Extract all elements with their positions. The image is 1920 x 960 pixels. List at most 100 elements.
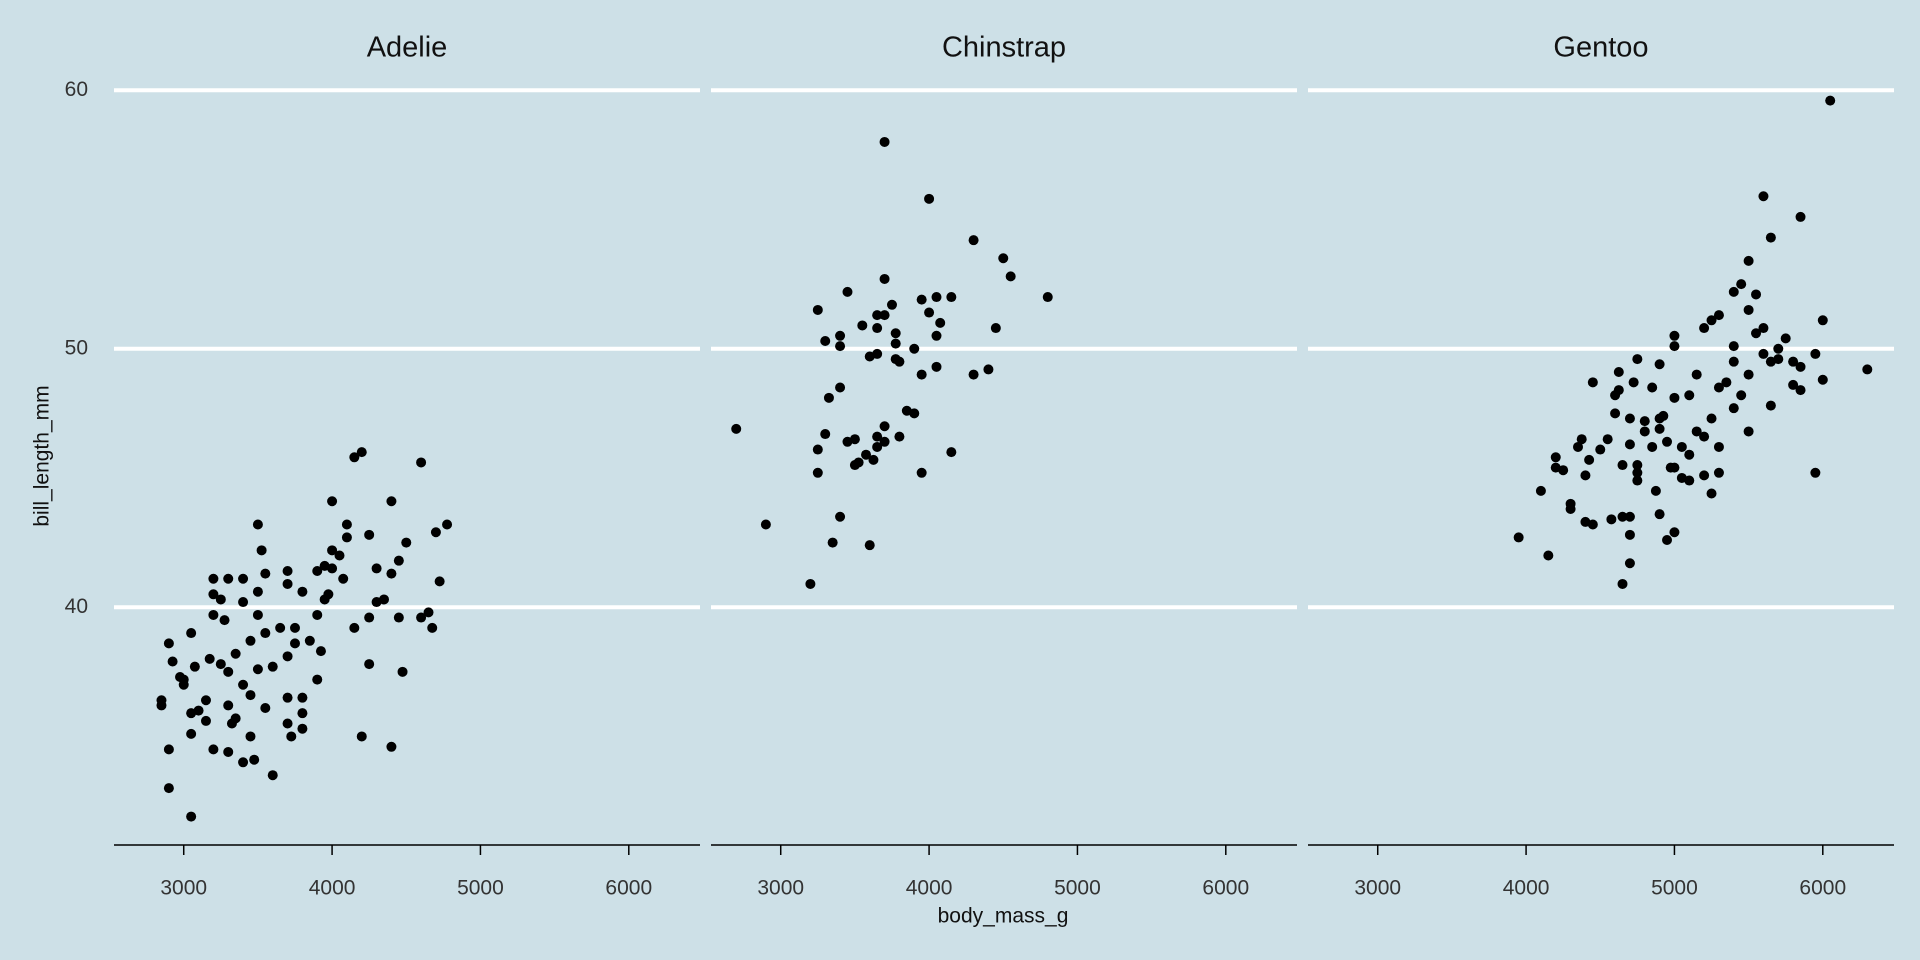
- point: [968, 235, 979, 246]
- point: [1758, 348, 1769, 359]
- point: [427, 622, 438, 633]
- point: [872, 431, 883, 442]
- point: [835, 330, 846, 341]
- point: [275, 622, 286, 633]
- point: [1713, 310, 1724, 321]
- point: [1728, 286, 1739, 297]
- point: [1662, 436, 1673, 447]
- point: [1558, 465, 1569, 476]
- point: [1706, 413, 1717, 424]
- point: [364, 612, 375, 623]
- point: [890, 338, 901, 349]
- point: [267, 770, 278, 781]
- point: [1580, 470, 1591, 481]
- point: [1713, 382, 1724, 393]
- point: [341, 519, 352, 530]
- facet-title: Adelie: [367, 32, 448, 64]
- point: [1669, 527, 1680, 538]
- point: [805, 578, 816, 589]
- point: [1728, 341, 1739, 352]
- x-tick-label: 5000: [1054, 877, 1101, 900]
- point: [864, 540, 875, 551]
- point: [968, 369, 979, 380]
- point: [1817, 374, 1828, 385]
- point: [835, 382, 846, 393]
- point: [379, 594, 390, 605]
- point: [879, 310, 890, 321]
- point: [286, 731, 297, 742]
- point: [338, 573, 349, 584]
- point: [282, 578, 293, 589]
- point: [879, 273, 890, 284]
- point: [315, 646, 326, 657]
- point: [1606, 514, 1617, 525]
- point: [1613, 385, 1624, 396]
- x-tick-label: 6000: [1202, 877, 1249, 900]
- point: [256, 545, 267, 556]
- point: [1721, 377, 1732, 388]
- point: [208, 573, 219, 584]
- point: [812, 444, 823, 455]
- point: [1743, 304, 1754, 315]
- point: [341, 532, 352, 543]
- x-tick-label: 4000: [309, 877, 356, 900]
- point: [1699, 323, 1710, 334]
- point: [931, 361, 942, 372]
- point: [879, 421, 890, 432]
- point: [835, 341, 846, 352]
- point: [163, 638, 174, 649]
- point: [1624, 511, 1635, 522]
- point: [1573, 441, 1584, 452]
- point: [1617, 578, 1628, 589]
- point: [1684, 475, 1695, 486]
- x-tick-label: 4000: [1503, 877, 1550, 900]
- point: [842, 286, 853, 297]
- x-tick-label: 5000: [1651, 877, 1698, 900]
- point: [238, 679, 249, 690]
- point: [252, 586, 263, 597]
- point: [1795, 211, 1806, 222]
- point: [223, 573, 234, 584]
- point: [1650, 485, 1661, 496]
- point: [238, 757, 249, 768]
- point: [178, 674, 189, 685]
- point: [238, 597, 249, 608]
- point: [189, 661, 200, 672]
- point: [868, 454, 879, 465]
- point: [861, 449, 872, 460]
- point: [208, 744, 219, 755]
- y-tick-label: 50: [65, 336, 88, 359]
- point: [1565, 498, 1576, 509]
- point: [282, 651, 293, 662]
- point: [163, 783, 174, 794]
- point: [245, 731, 256, 742]
- point: [327, 545, 338, 556]
- point: [167, 656, 178, 667]
- x-tick-label: 3000: [757, 877, 804, 900]
- point: [208, 609, 219, 620]
- point: [356, 447, 367, 458]
- point: [1706, 315, 1717, 326]
- point: [356, 731, 367, 742]
- point: [416, 612, 427, 623]
- point: [1658, 410, 1669, 421]
- point: [186, 728, 197, 739]
- point: [1647, 382, 1658, 393]
- point: [334, 550, 345, 561]
- point: [327, 496, 338, 507]
- point: [1773, 343, 1784, 354]
- point: [909, 408, 920, 419]
- point: [827, 537, 838, 548]
- point: [1613, 366, 1624, 377]
- point: [857, 320, 868, 331]
- point: [1758, 323, 1769, 334]
- point: [245, 690, 256, 701]
- point: [1543, 550, 1554, 561]
- point: [289, 622, 300, 633]
- point: [1699, 431, 1710, 442]
- point: [1743, 255, 1754, 266]
- point: [1617, 460, 1628, 471]
- point: [853, 457, 864, 468]
- point: [916, 467, 927, 478]
- point: [297, 723, 308, 734]
